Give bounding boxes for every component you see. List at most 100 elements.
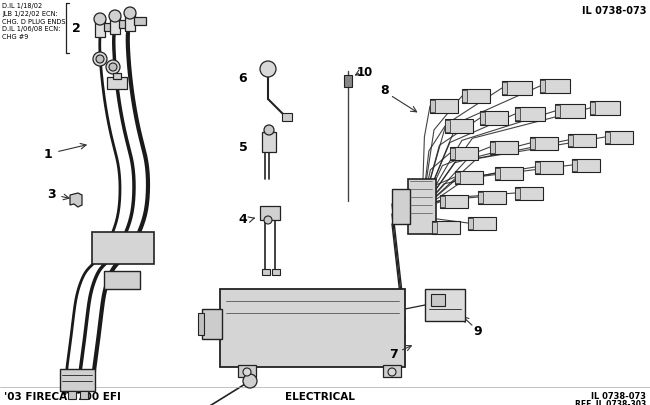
Text: IL 0738-073: IL 0738-073 xyxy=(591,391,646,400)
Bar xyxy=(490,143,495,153)
Bar xyxy=(515,188,543,200)
Bar xyxy=(202,309,222,339)
Bar xyxy=(605,132,633,145)
Bar xyxy=(468,218,473,230)
Bar xyxy=(495,168,500,179)
Bar xyxy=(462,91,467,103)
Circle shape xyxy=(388,368,396,376)
Bar xyxy=(535,162,563,175)
Text: 3: 3 xyxy=(47,188,57,201)
Bar xyxy=(430,100,458,114)
Text: 8: 8 xyxy=(381,83,389,96)
Bar xyxy=(134,18,146,26)
Bar xyxy=(515,109,520,121)
Bar xyxy=(590,102,620,116)
Text: 2: 2 xyxy=(72,22,81,35)
Bar xyxy=(540,81,545,93)
Text: ELECTRICAL: ELECTRICAL xyxy=(285,391,355,401)
Bar xyxy=(572,160,600,173)
Bar xyxy=(568,136,573,147)
Bar xyxy=(272,269,280,275)
Bar xyxy=(450,148,478,161)
Bar xyxy=(515,108,545,122)
Bar xyxy=(515,189,520,200)
Bar xyxy=(480,113,485,125)
Text: 5: 5 xyxy=(239,141,248,154)
Bar xyxy=(260,207,280,220)
Bar xyxy=(530,138,558,151)
Bar xyxy=(107,78,127,90)
Circle shape xyxy=(264,126,274,136)
Bar xyxy=(535,162,540,174)
Text: '03 FIRECAT 700 EFI: '03 FIRECAT 700 EFI xyxy=(4,391,121,401)
Bar xyxy=(540,80,570,94)
Bar xyxy=(432,222,437,233)
Bar xyxy=(502,82,532,96)
Bar xyxy=(282,114,292,121)
Bar xyxy=(68,391,76,399)
Bar xyxy=(119,21,131,29)
Polygon shape xyxy=(70,194,82,207)
Bar xyxy=(113,74,121,80)
Bar xyxy=(344,76,352,88)
Text: REF. IL 0738-303: REF. IL 0738-303 xyxy=(575,399,646,405)
Bar xyxy=(555,106,560,118)
Bar xyxy=(110,17,120,35)
Bar xyxy=(92,232,154,264)
Text: 7: 7 xyxy=(389,347,398,360)
Bar xyxy=(104,271,140,289)
Bar xyxy=(455,172,483,185)
Bar xyxy=(432,222,460,234)
Bar xyxy=(490,142,518,155)
Bar xyxy=(392,190,410,224)
Bar xyxy=(568,135,596,148)
Circle shape xyxy=(260,62,276,78)
Bar xyxy=(408,179,436,234)
Bar xyxy=(450,149,455,160)
Bar xyxy=(383,365,401,377)
Bar xyxy=(262,269,270,275)
Circle shape xyxy=(106,61,120,75)
Bar xyxy=(502,83,507,95)
Circle shape xyxy=(96,56,104,64)
Bar xyxy=(530,139,535,149)
Bar xyxy=(555,105,585,119)
Text: 6: 6 xyxy=(239,71,247,84)
Bar xyxy=(455,173,460,183)
Bar xyxy=(104,24,116,32)
Text: 10: 10 xyxy=(357,65,373,78)
Bar xyxy=(572,161,577,172)
Circle shape xyxy=(109,11,121,23)
Bar xyxy=(440,196,468,209)
Circle shape xyxy=(264,216,272,224)
Bar xyxy=(478,192,483,203)
Bar xyxy=(445,121,450,133)
Bar xyxy=(60,369,95,391)
Bar xyxy=(445,120,473,134)
Circle shape xyxy=(94,14,106,26)
Text: D.IL 1/18/02
JLB 1/22/02 ECN:
CHG. D PLUG ENDS.
D.IL 1/06/08 ECN:
CHG #9: D.IL 1/18/02 JLB 1/22/02 ECN: CHG. D PLU… xyxy=(2,3,68,40)
Bar xyxy=(80,391,88,399)
Bar xyxy=(605,133,610,144)
Circle shape xyxy=(243,374,257,388)
Bar xyxy=(480,112,508,126)
Bar xyxy=(430,101,435,113)
Bar xyxy=(95,20,105,38)
Bar xyxy=(238,365,256,377)
Bar xyxy=(198,313,204,335)
Bar xyxy=(440,196,445,207)
Bar xyxy=(431,294,445,306)
Bar xyxy=(262,133,276,153)
Bar xyxy=(125,14,135,32)
Bar xyxy=(468,217,496,230)
Bar xyxy=(495,168,523,181)
Bar xyxy=(590,103,595,115)
Text: IL 0738-073: IL 0738-073 xyxy=(582,6,646,16)
Bar xyxy=(425,289,465,321)
Bar xyxy=(462,90,490,104)
Text: 1: 1 xyxy=(44,148,53,161)
Text: 9: 9 xyxy=(474,325,482,338)
Circle shape xyxy=(109,64,117,72)
Bar xyxy=(478,192,506,205)
Circle shape xyxy=(243,368,251,376)
